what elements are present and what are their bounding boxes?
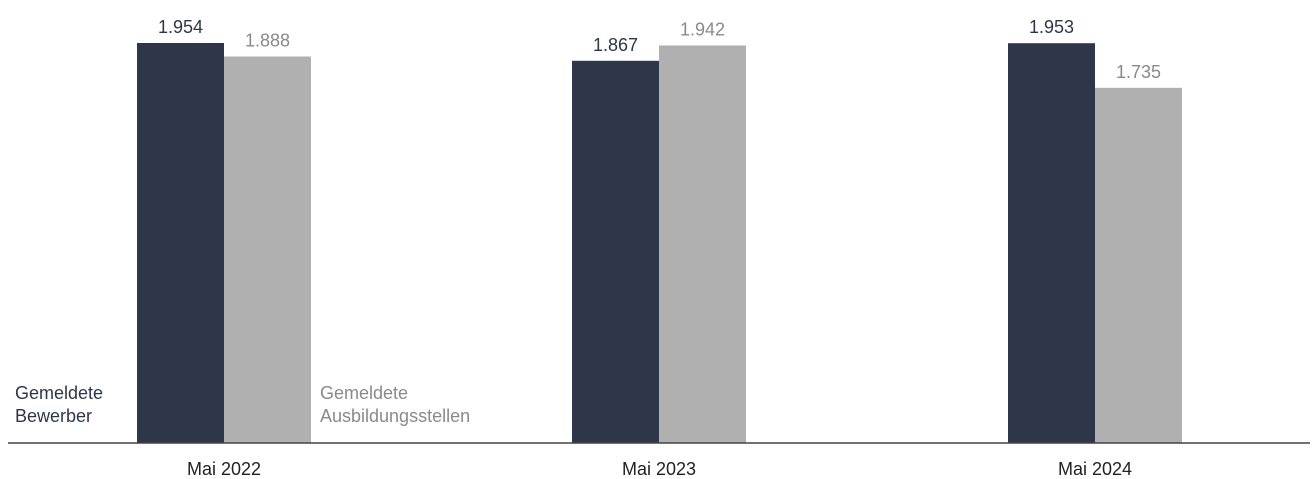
x-axis-tick-labels: Mai 2022 Mai 2023 Mai 2024 — [187, 459, 1132, 479]
x-tick-label: Mai 2022 — [187, 459, 261, 479]
bar — [572, 60, 659, 443]
data-label: 1.735 — [1116, 62, 1161, 82]
x-tick-label: Mai 2024 — [1058, 459, 1132, 479]
data-label: 1.942 — [680, 19, 725, 39]
bar — [137, 43, 224, 443]
legend-label-line: Bewerber — [15, 406, 93, 426]
data-label: 1.867 — [593, 35, 638, 55]
bars-group — [137, 43, 1182, 444]
bar — [1008, 43, 1095, 443]
legend-label-line: Gemeldete — [15, 383, 104, 403]
value-labels-group: 1.954 1.888 1.867 1.942 1.953 1.735 — [158, 17, 1161, 82]
data-label: 1.954 — [158, 17, 203, 37]
data-label: 1.888 — [245, 31, 290, 51]
bar — [224, 56, 311, 444]
bar — [659, 45, 746, 443]
legend-label-line: Gemeldete — [320, 383, 409, 403]
legend-label-gemeldete-ausbildungsstellen: Gemeldete Ausbildungsstellen — [320, 382, 470, 428]
x-tick-label: Mai 2023 — [622, 459, 696, 479]
bar — [1095, 87, 1182, 443]
legend-label-gemeldete-bewerber: Gemeldete Bewerber — [15, 382, 103, 428]
data-label: 1.953 — [1029, 17, 1074, 37]
legend-label-line: Ausbildungsstellen — [320, 406, 471, 426]
